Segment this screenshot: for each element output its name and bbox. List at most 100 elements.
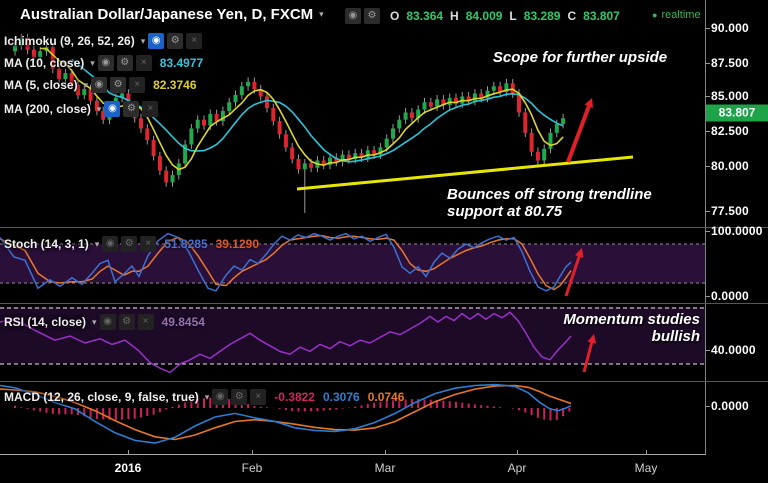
symbol-title[interactable]: Australian Dollar/Japanese Yen, D, FXCM …	[20, 6, 324, 23]
ichimoku-visibility-button[interactable]: ◉	[148, 33, 165, 49]
high-value: 84.009	[465, 9, 503, 23]
annotation-momentum[interactable]: Momentum studies bullish	[563, 311, 700, 345]
ma10-value: 83.4977	[159, 56, 204, 70]
ma10-remove-button[interactable]: ×	[135, 55, 152, 71]
rsi-remove-button[interactable]: ×	[137, 314, 154, 330]
ma5-value: 82.3746	[153, 78, 197, 92]
symbol-visibility-button[interactable]: ◉	[345, 8, 361, 24]
ichimoku-remove-button[interactable]: ×	[186, 33, 203, 49]
time-axis-tick	[385, 450, 386, 454]
chevron-down-icon: ▾	[140, 35, 146, 46]
scale-tick	[705, 211, 710, 212]
macd-panel-canvas[interactable]	[0, 382, 706, 454]
realtime-status: ● realtime	[652, 9, 701, 21]
rsi-label[interactable]: RSI (14, close)	[4, 315, 87, 329]
legend-row-rsi: RSI (14, close) ▾ ◉ ⚙ × 49.8454	[4, 314, 205, 330]
chevron-down-icon: ▾	[92, 316, 97, 327]
rsi-visibility-button[interactable]: ◉	[99, 314, 116, 330]
stoch-visibility-button[interactable]: ◉	[102, 236, 119, 252]
low-label: L	[509, 9, 517, 23]
chevron-down-icon: ▾	[319, 9, 324, 19]
price-scale-label: 85.000	[711, 89, 749, 103]
scale-tick	[705, 406, 710, 407]
close-value: 83.807	[583, 9, 620, 23]
scale-tick	[705, 166, 710, 167]
rsi-panel-canvas[interactable]	[0, 304, 706, 381]
macd-settings-button[interactable]: ⚙	[231, 389, 248, 405]
legend-row-ma10: MA (10, close) ▾ ◉ ⚙ × 83.4977	[4, 55, 203, 71]
stoch-settings-button[interactable]: ⚙	[121, 236, 138, 252]
ma5-remove-button[interactable]: ×	[129, 77, 146, 93]
macd-remove-button[interactable]: ×	[250, 389, 267, 405]
ma10-visibility-button[interactable]: ◉	[97, 55, 114, 71]
time-axis-line	[0, 454, 706, 455]
chevron-down-icon: ▾	[204, 391, 210, 402]
time-axis-label: Apr	[507, 461, 527, 475]
annotation-trendline-support[interactable]: Bounces off strong trendline support at …	[447, 186, 652, 220]
time-axis-label: Feb	[241, 461, 263, 475]
macd-label[interactable]: MACD (12, 26, close, 9, false, true)	[4, 390, 199, 404]
indicator-scale-label: 0.0000	[711, 289, 749, 303]
ma10-label[interactable]: MA (10, close)	[4, 56, 85, 70]
scale-tick	[705, 131, 710, 132]
ma5-settings-button[interactable]: ⚙	[110, 77, 127, 93]
scale-tick	[705, 63, 710, 64]
close-label: C	[567, 9, 577, 23]
chevron-down-icon: ▾	[83, 79, 89, 90]
chevron-down-icon: ▾	[90, 57, 95, 68]
legend-row-stoch: Stoch (14, 3, 1) ▾ ◉ ⚙ × 51.8285 39.1290	[4, 236, 259, 252]
ma5-visibility-button[interactable]: ◉	[91, 77, 108, 93]
stoch-d-value: 39.1290	[215, 237, 260, 251]
time-axis-label: Mar	[374, 461, 396, 475]
chevron-down-icon: ▾	[94, 238, 100, 249]
time-axis-tick	[517, 450, 518, 454]
open-label: O	[390, 9, 400, 23]
indicator-scale-label: 0.0000	[711, 399, 749, 413]
rsi-settings-button[interactable]: ⚙	[118, 314, 135, 330]
stoch-label[interactable]: Stoch (14, 3, 1)	[4, 237, 89, 251]
ma5-label[interactable]: MA (5, close)	[4, 78, 78, 92]
symbol-settings-button[interactable]: ⚙	[364, 8, 380, 24]
last-price-badge: 83.807	[706, 104, 768, 122]
price-scale-label: 87.500	[711, 56, 749, 70]
price-scale-label: 80.000	[711, 159, 749, 173]
macd-line-value: 0.3076	[322, 390, 360, 404]
price-scale-label: 82.500	[711, 124, 749, 138]
ma200-remove-button[interactable]: ×	[142, 101, 159, 117]
realtime-dot-icon: ●	[652, 10, 658, 20]
time-axis-tick	[128, 450, 129, 454]
ma200-visibility-button[interactable]: ◉	[104, 101, 121, 117]
time-axis-tick	[252, 450, 253, 454]
legend-row-macd: MACD (12, 26, close, 9, false, true) ▾ ◉…	[4, 389, 404, 405]
ma200-label[interactable]: MA (200, close)	[4, 102, 91, 116]
scale-tick	[705, 96, 710, 97]
ma10-settings-button[interactable]: ⚙	[116, 55, 133, 71]
scale-tick	[705, 350, 710, 351]
stoch-remove-button[interactable]: ×	[140, 236, 157, 252]
indicator-scale-label: 40.0000	[711, 343, 756, 357]
realtime-label: realtime	[661, 9, 701, 21]
macd-signal-value: 0.0746	[367, 390, 405, 404]
stoch-k-value: 51.8285	[164, 237, 208, 251]
panel-separator[interactable]	[0, 381, 768, 382]
annotation-trendline-line2: support at 80.75	[447, 203, 563, 220]
low-value: 83.289	[523, 9, 561, 23]
annotation-trendline-line1: Bounces off strong trendline	[447, 186, 652, 203]
legend-row-ichimoku: Ichimoku (9, 26, 52, 26) ▾ ◉ ⚙ ×	[4, 33, 203, 49]
rsi-value: 49.8454	[161, 315, 205, 329]
ichimoku-settings-button[interactable]: ⚙	[167, 33, 184, 49]
price-scale-label: 90.000	[711, 21, 749, 35]
panel-separator[interactable]	[0, 303, 768, 304]
macd-hist-value: -0.3822	[274, 390, 315, 404]
time-axis-label: 2016	[114, 461, 142, 475]
symbol-title-label: Australian Dollar/Japanese Yen, D, FXCM	[20, 6, 314, 23]
price-scale-label: 77.500	[711, 204, 749, 218]
ichimoku-label[interactable]: Ichimoku (9, 26, 52, 26)	[4, 34, 135, 48]
macd-visibility-button[interactable]: ◉	[212, 389, 229, 405]
header-toolbar: ◉ ⚙	[345, 8, 380, 24]
panel-separator[interactable]	[0, 227, 768, 228]
scale-tick	[705, 28, 710, 29]
ma200-settings-button[interactable]: ⚙	[123, 101, 140, 117]
annotation-upside[interactable]: Scope for further upside	[492, 49, 668, 66]
